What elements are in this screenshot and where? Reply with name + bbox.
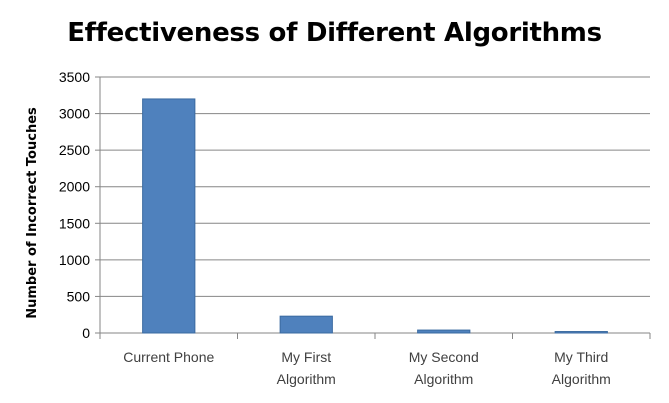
x-tick-label: My Third <box>554 349 608 365</box>
bar <box>279 315 333 334</box>
y-tick-label: 3500 <box>59 69 90 85</box>
bar <box>142 98 196 334</box>
bar <box>554 331 608 334</box>
x-tick-label: My First <box>281 349 331 365</box>
y-tick-label: 1000 <box>59 252 90 268</box>
bar <box>417 329 471 334</box>
x-tick-label: Algorithm <box>552 371 611 387</box>
y-tick-label: 500 <box>67 288 91 304</box>
y-tick-label: 2000 <box>59 179 90 195</box>
x-tick-label: Current Phone <box>123 349 214 365</box>
y-tick-label: 0 <box>82 325 90 341</box>
y-tick-label: 2500 <box>59 142 90 158</box>
y-axis-title: Number of Incorrect Touches <box>25 107 40 319</box>
y-tick-label: 1500 <box>59 215 90 231</box>
x-tick-label: Algorithm <box>414 371 473 387</box>
chart-title: Effectiveness of Different Algorithms <box>67 18 602 48</box>
y-tick-label: 3000 <box>59 106 90 122</box>
x-tick-label: My Second <box>409 349 479 365</box>
x-tick-label: Algorithm <box>277 371 336 387</box>
